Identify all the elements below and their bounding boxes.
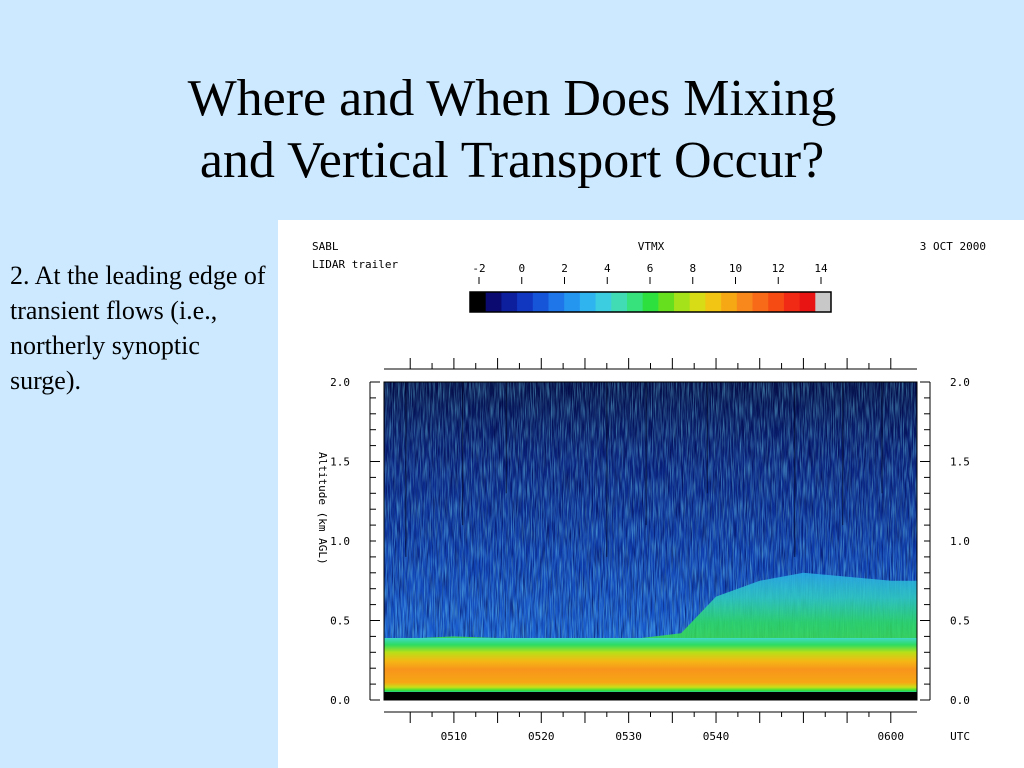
colorbar-tick-label: 8: [689, 262, 696, 275]
top-axis-ticks: [384, 358, 917, 370]
colorbar-swatch: [485, 292, 502, 312]
colorbar-tick-label: 14: [814, 262, 828, 275]
x-tick-label: 0520: [528, 730, 555, 743]
x-tick-labels: 0510 0520 0530 0540 0600: [441, 730, 904, 743]
colorbar-swatch: [579, 292, 597, 312]
colorbar-swatch: [768, 292, 785, 312]
title-line-1: Where and When Does Mixing: [187, 70, 837, 127]
colorbar-swatch: [564, 292, 581, 312]
colorbar-frame: [469, 291, 832, 313]
x-tick-label: 0540: [703, 730, 730, 743]
colorbar-tick-label: 10: [729, 262, 742, 275]
x-tick-label: 0530: [615, 730, 642, 743]
colorbar-swatch: [736, 292, 754, 312]
title-line-2: and Vertical Transport Occur?: [199, 132, 825, 189]
colorbar-swatch: [721, 292, 738, 312]
colorbar-tick-label: 0: [518, 262, 525, 275]
colorbar-swatch: [470, 292, 487, 312]
left-y-tick-label: 0.5: [330, 615, 350, 628]
left-y-tick-label: 0.0: [330, 694, 350, 707]
left-y-tick-label: 1.0: [330, 535, 350, 548]
colorbar-swatch: [705, 292, 722, 312]
right-y-tick-label: 2.0: [950, 376, 970, 389]
colorbar-swatch: [501, 292, 518, 312]
lidar-figure: SABL LIDAR trailer VTMX 3 OCT 2000 -2 0 2 4…: [278, 220, 1024, 768]
colorbar-swatch: [783, 292, 801, 312]
colorbar-tick-label: -2: [472, 262, 485, 275]
colorbar-tick-label: 6: [647, 262, 654, 275]
x-tick-label: 0510: [441, 730, 468, 743]
surge-layer: [384, 572, 917, 645]
colorbar-tick-label: 2: [561, 262, 568, 275]
colorbar-swatch: [626, 292, 644, 312]
right-y-tick-label: 1.0: [950, 535, 970, 548]
left-y-tick-label: 2.0: [330, 376, 350, 389]
colorbar-tick-label: 4: [604, 262, 611, 275]
mixed-layer-band: [384, 637, 917, 696]
colorbar-swatch: [799, 292, 816, 312]
colorbar-swatch: [548, 292, 565, 312]
left-y-tick-label: 1.5: [330, 456, 350, 469]
chart-title: VTMX: [638, 240, 665, 253]
right-y-tick-label: 0.0: [950, 694, 970, 707]
header-left-line-1: SABL: [312, 240, 339, 253]
y-axis-label: Altitude (km AGL): [316, 452, 329, 565]
y-axes: [369, 381, 931, 701]
colorbar-swatch: [815, 292, 832, 312]
colorbar-swatch: [517, 292, 534, 312]
slide-title: Where and When Does Mixing and Vertical …: [0, 68, 1024, 192]
bottom-axis-ticks: [384, 711, 917, 723]
colorbar-tick-label: 12: [772, 262, 785, 275]
colorbar-swatch: [689, 292, 706, 312]
colorbar-ticks: -2 0 2 4 6 8 10 12 14: [472, 262, 828, 284]
colorbar-swatch: [611, 292, 628, 312]
colorbar-swatch: [752, 292, 769, 312]
y-tick-labels: 0.0 0.0 0.5 0.5 1.0 1.0 1.5 1.5 2.0 2.0: [330, 376, 970, 707]
heatmap-plot: [384, 382, 917, 700]
plot-frame: [383, 381, 918, 701]
header-date: 3 OCT 2000: [920, 240, 986, 253]
ground-band: [384, 692, 917, 700]
x-unit-label: UTC: [950, 730, 970, 743]
colorbar-swatch: [658, 292, 675, 312]
colorbar-swatch: [674, 292, 691, 312]
x-tick-label: 0600: [878, 730, 905, 743]
lidar-chart-svg: SABL LIDAR trailer VTMX 3 OCT 2000 -2 0 2 4…: [312, 240, 986, 743]
right-y-tick-label: 1.5: [950, 456, 970, 469]
right-y-tick-label: 0.5: [950, 615, 970, 628]
colorbar: [469, 291, 832, 313]
colorbar-swatch: [595, 292, 612, 312]
colorbar-swatch: [642, 292, 659, 312]
bullet-text: 2. At the leading edge of transient flow…: [10, 261, 266, 395]
vertical-streaks: [405, 382, 883, 557]
colorbar-swatch: [532, 292, 549, 312]
header-left-line-2: LIDAR trailer: [312, 258, 398, 271]
